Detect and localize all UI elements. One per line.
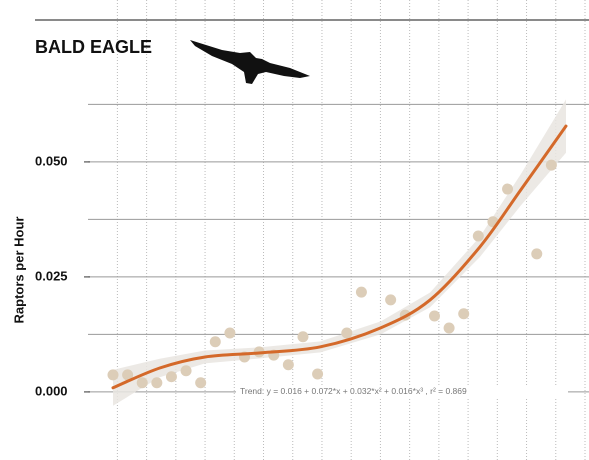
data-point: [195, 377, 207, 389]
data-point: [545, 159, 557, 171]
data-point: [472, 230, 484, 242]
data-point: [355, 286, 367, 298]
data-point: [224, 327, 236, 339]
trend-line: [111, 124, 568, 390]
data-point: [502, 183, 514, 195]
grid: 0.000 0.025 0.050: [35, 0, 589, 460]
data-point: [428, 310, 440, 322]
y-tick-label: 0.025: [35, 268, 68, 283]
data-point: [443, 322, 455, 334]
data-point: [107, 369, 119, 381]
y-tick-label: 0.000: [35, 383, 68, 398]
chart-title: BALD EAGLE: [35, 37, 152, 57]
data-point: [458, 308, 470, 320]
data-point: [136, 377, 148, 389]
eagle-silhouette: [190, 40, 310, 84]
data-point: [341, 327, 353, 339]
data-point: [312, 368, 324, 380]
trend-annotation: Trend: y = 0.016 + 0.072*x + 0.032*x² + …: [240, 386, 467, 396]
data-point: [282, 359, 294, 371]
data-point: [180, 365, 192, 377]
data-point: [297, 331, 309, 343]
plot-area: Trend: y = 0.016 + 0.072*x + 0.032*x² + …: [107, 99, 568, 406]
data-point: [122, 369, 134, 381]
data-point: [151, 377, 163, 389]
y-axis-label: Raptors per Hour: [11, 217, 26, 324]
data-point: [209, 336, 221, 348]
data-point: [531, 248, 543, 260]
y-tick-label: 0.050: [35, 153, 68, 168]
annotation-background: [236, 385, 568, 398]
confidence-band: [113, 99, 566, 406]
data-point: [385, 294, 397, 306]
data-point: [165, 371, 177, 383]
